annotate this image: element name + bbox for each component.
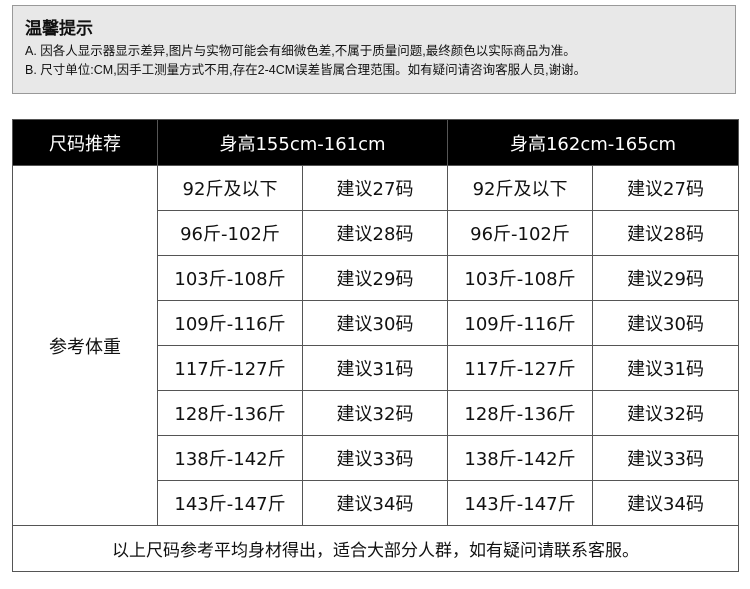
- weight-cell: 128斤-136斤: [447, 390, 594, 436]
- notice-box: 温馨提示 A. 因各人显示器显示差异,图片与实物可能会有细微色差,不属于质量问题…: [12, 5, 736, 94]
- size-cell: 建议28码: [301, 210, 449, 256]
- footer-note: 以上尺码参考平均身材得出，适合大部分人群，如有疑问请联系客服。: [11, 525, 740, 572]
- notice-line: B. 尺寸单位:CM,因手工测量方式不用,存在2-4CM误差皆属合理范围。如有疑…: [25, 63, 587, 77]
- table-row: 128斤-136斤 建议32码 128斤-136斤 建议32码: [13, 390, 740, 436]
- weight-cell: 103斤-108斤: [157, 255, 303, 301]
- size-cell: 建议32码: [592, 390, 740, 436]
- size-cell: 建议27码: [301, 165, 449, 211]
- size-cell: 建议34码: [301, 480, 449, 526]
- weight-cell: 138斤-142斤: [447, 435, 594, 481]
- size-chart-table: 尺码推荐 身高155cm-161cm 身高162cm-165cm 参考体重 92斤…: [11, 119, 740, 572]
- table-row: 109斤-116斤 建议30码 109斤-116斤 建议30码: [13, 300, 740, 346]
- size-cell: 建议34码: [592, 480, 740, 526]
- size-cell: 建议31码: [301, 345, 449, 391]
- size-cell: 建议27码: [592, 165, 740, 211]
- size-cell: 建议33码: [592, 435, 740, 481]
- weight-cell: 117斤-127斤: [447, 345, 594, 391]
- weight-cell: 128斤-136斤: [157, 390, 303, 436]
- table-row: 138斤-142斤 建议33码 138斤-142斤 建议33码: [13, 435, 740, 481]
- weight-cell: 92斤及以下: [157, 165, 303, 211]
- header-height-1: 身高155cm-161cm: [156, 119, 449, 166]
- header-row: 尺码推荐 身高155cm-161cm 身高162cm-165cm: [12, 119, 740, 166]
- weight-cell: 96斤-102斤: [157, 210, 303, 256]
- table-row: 143斤-147斤 建议34码 143斤-147斤 建议34码: [13, 480, 740, 526]
- header-height-2: 身高162cm-165cm: [447, 119, 740, 166]
- notice-line: A. 因各人显示器显示差异,图片与实物可能会有细微色差,不属于质量问题,最终颜色…: [25, 44, 576, 58]
- table-row: 参考体重 92斤及以下 建议27码 92斤及以下 建议27码: [12, 165, 740, 526]
- weight-cell: 117斤-127斤: [157, 345, 303, 391]
- header-size: 尺码推荐: [12, 119, 158, 166]
- size-cell: 建议33码: [301, 435, 449, 481]
- weight-cell: 143斤-147斤: [447, 480, 594, 526]
- size-cell: 建议30码: [592, 300, 740, 346]
- table-row: 96斤-102斤 建议28码 96斤-102斤 建议28码: [13, 210, 740, 256]
- weight-cell: 109斤-116斤: [157, 300, 303, 346]
- row-label: 参考体重: [12, 165, 158, 526]
- weight-cell: 109斤-116斤: [447, 300, 594, 346]
- size-cell: 建议32码: [301, 390, 449, 436]
- notice-title: 温馨提示: [25, 19, 93, 39]
- table-row: 103斤-108斤 建议29码 103斤-108斤 建议29码: [13, 255, 740, 301]
- size-cell: 建议30码: [301, 300, 449, 346]
- footer-row: 以上尺码参考平均身材得出，适合大部分人群，如有疑问请联系客服。: [11, 525, 740, 572]
- table-row: 117斤-127斤 建议31码 117斤-127斤 建议31码: [13, 345, 740, 391]
- size-cell: 建议28码: [592, 210, 740, 256]
- weight-cell: 96斤-102斤: [447, 210, 594, 256]
- weight-cell: 138斤-142斤: [157, 435, 303, 481]
- weight-cell: 103斤-108斤: [447, 255, 594, 301]
- size-cell: 建议29码: [301, 255, 449, 301]
- weight-cell: 143斤-147斤: [157, 480, 303, 526]
- size-cell: 建议31码: [592, 345, 740, 391]
- size-cell: 建议29码: [592, 255, 740, 301]
- weight-cell: 92斤及以下: [447, 165, 594, 211]
